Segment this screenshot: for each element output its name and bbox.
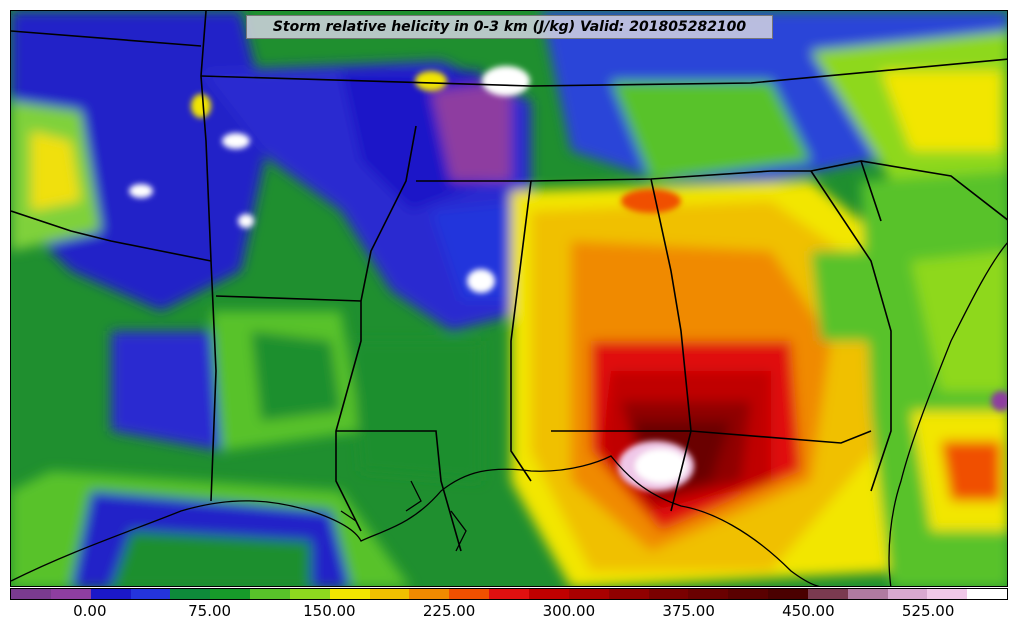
colorbar-segment xyxy=(289,589,330,599)
colorbar-segment xyxy=(489,589,529,599)
colorbar-tick-label: 525.00 xyxy=(901,602,955,620)
colorbar-segment xyxy=(688,589,729,599)
colorbar-tick-label: 150.00 xyxy=(303,602,356,620)
colorbar-segment xyxy=(11,589,51,599)
colorbar-segment xyxy=(807,589,848,599)
helicity-maxima xyxy=(129,66,1007,491)
colorbar-segment xyxy=(927,589,968,599)
colorbar-segment xyxy=(409,589,450,599)
map-title: Storm relative helicity in 0-3 km (J/kg)… xyxy=(272,19,747,35)
colorbar-tick-label: 375.00 xyxy=(662,602,715,620)
colorbar-segment xyxy=(967,589,1008,599)
colorbar-tick-label: 75.00 xyxy=(188,602,232,620)
colorbar-tick-label: 225.00 xyxy=(422,602,476,620)
colorbar-segment xyxy=(568,589,609,599)
colorbar-segment xyxy=(329,589,370,599)
colorbar-segment xyxy=(728,589,769,599)
colorbar-segment xyxy=(608,589,649,599)
colorbar-tick-label: 0.00 xyxy=(73,602,107,620)
colorbar-segment xyxy=(449,589,490,599)
colorbar-segment xyxy=(847,589,888,599)
colorbar-segment xyxy=(50,589,91,599)
colorbar-segment xyxy=(130,589,171,599)
colorbar-segment xyxy=(250,589,290,599)
colorbar-segment xyxy=(369,589,410,599)
colorbar-segment xyxy=(887,589,928,599)
colorbar-labels: 0.00 75.00 150.00 225.00 300.00 375.00 450.00 5… xyxy=(10,602,1008,624)
colorbar-segment xyxy=(170,589,211,599)
colorbar-segment xyxy=(648,589,689,599)
colorbar-tick-label: 450.00 xyxy=(782,602,835,620)
map-panel xyxy=(10,10,1008,587)
colorbar-segment xyxy=(210,589,251,599)
helicity-field-map xyxy=(11,11,1007,586)
colorbar-segment xyxy=(768,589,808,599)
state-boundaries xyxy=(11,11,1007,552)
coastline xyxy=(11,242,1007,586)
colorbar xyxy=(10,588,1008,600)
colorbar-segment xyxy=(90,589,131,599)
colorbar-segment xyxy=(528,589,569,599)
title-box: Storm relative helicity in 0-3 km (J/kg)… xyxy=(246,15,773,39)
colorbar-tick-label: 300.00 xyxy=(542,602,596,620)
